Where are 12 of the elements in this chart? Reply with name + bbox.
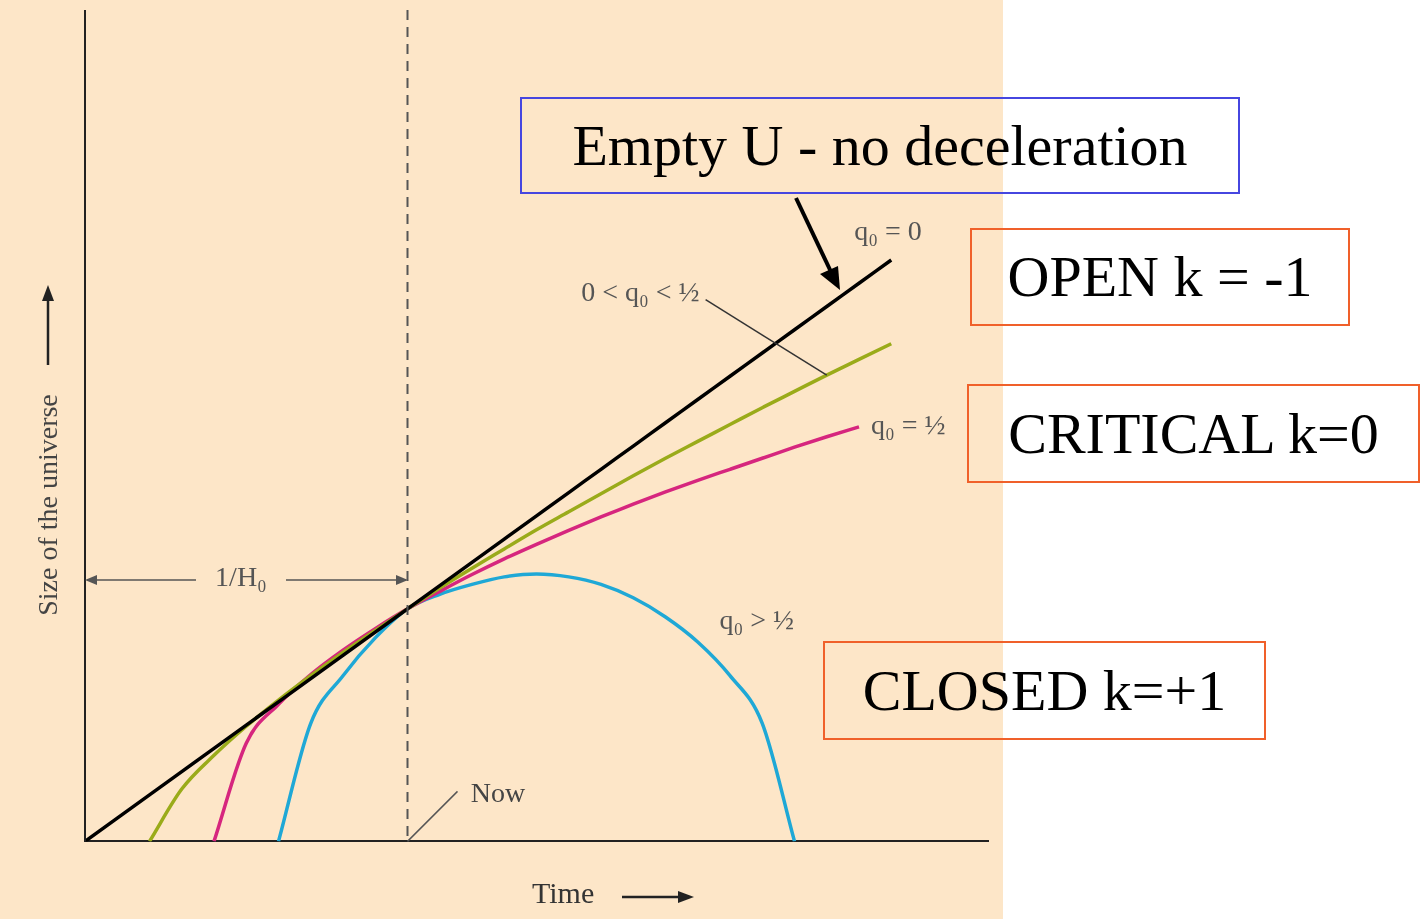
text: CRITICAL k=0 <box>967 384 1420 483</box>
text: 0 < q₀ < ½ <box>581 276 700 308</box>
annotation: 1/H₀ <box>196 561 286 596</box>
series-label: q₀ > ½ <box>719 603 795 635</box>
annotation: Now <box>469 777 527 810</box>
annotation: CLOSED k=+1 <box>823 641 1266 740</box>
x-axis-title: Time <box>532 876 595 910</box>
text: Empty U - no deceleration <box>520 97 1240 194</box>
series-label: q₀ = 0 <box>854 215 922 247</box>
series-label: q₀ = ½ <box>871 409 946 441</box>
text: OPEN k = -1 <box>970 228 1350 326</box>
y-axis-title: Size of the universe <box>32 394 64 616</box>
